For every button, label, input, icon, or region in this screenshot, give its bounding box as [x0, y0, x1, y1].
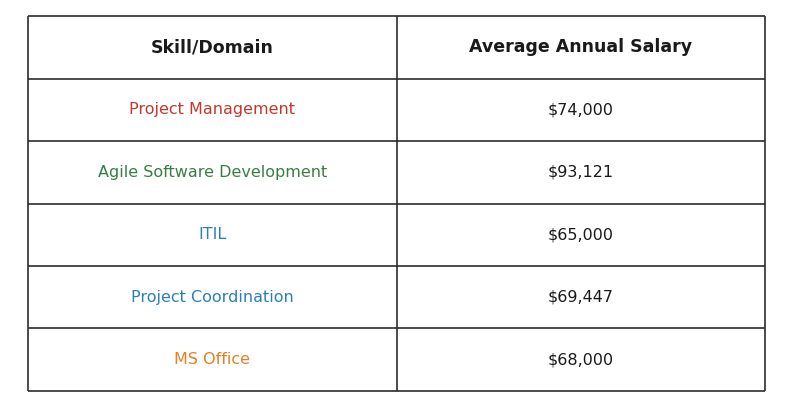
Text: Project Coordination: Project Coordination	[131, 290, 293, 304]
Text: $68,000: $68,000	[548, 352, 614, 367]
Text: Project Management: Project Management	[129, 103, 295, 117]
Text: ITIL: ITIL	[198, 227, 226, 242]
Text: $93,121: $93,121	[548, 165, 614, 180]
Text: Skill/Domain: Skill/Domain	[151, 39, 274, 57]
Text: $65,000: $65,000	[548, 227, 614, 242]
Text: Agile Software Development: Agile Software Development	[98, 165, 327, 180]
Text: $74,000: $74,000	[548, 103, 614, 117]
Text: $69,447: $69,447	[548, 290, 614, 304]
Text: MS Office: MS Office	[174, 352, 250, 367]
Text: Average Annual Salary: Average Annual Salary	[469, 39, 692, 57]
